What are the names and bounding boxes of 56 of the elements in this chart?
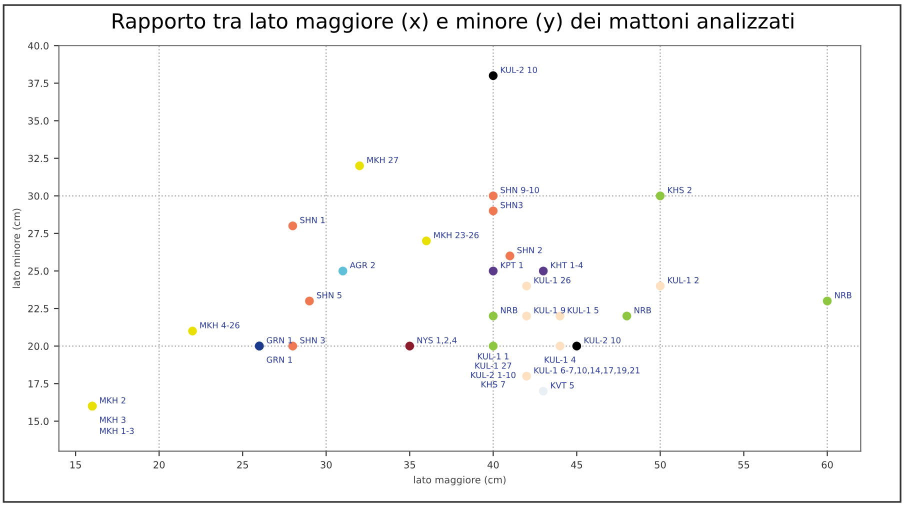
annotation: KUL-2 10: [584, 337, 621, 344]
annotation: SHN 3: [300, 337, 325, 344]
y-tick-label: 25.0: [28, 267, 49, 275]
annotation: KUL-1 4: [544, 356, 576, 363]
annotation: SHN 1: [300, 216, 325, 224]
annotation: MKH 4-26: [200, 322, 240, 328]
x-tick-label: 35: [404, 461, 416, 468]
y-tick-label: 15.0: [28, 418, 49, 426]
x-tick-label: 60: [822, 461, 833, 468]
y-tick-label: 20.0: [28, 342, 49, 350]
annotation: AGR 2: [350, 262, 375, 268]
annotation: NRB: [634, 307, 651, 314]
annotation: KHT 1-4: [551, 262, 583, 268]
y-tick-label: 37.5: [28, 80, 48, 88]
chart-title: Rapporto tra lato maggiore (x) e minore (y) dei mattoni analizzati: [112, 12, 794, 33]
annotation: SHN 2: [517, 246, 542, 254]
x-tick-label: 20: [154, 461, 165, 468]
annotation: KUL-1 1 KUL-1 27 KUL-2 1-10 KHS 7: [471, 353, 516, 388]
annotation: KPT 1: [500, 262, 523, 268]
y-tick-label: 17.5: [28, 380, 48, 388]
annotation: SHN 9-10: [500, 186, 539, 194]
annotation: KUL-1 6-7,10,14,17,19,21: [534, 367, 640, 374]
x-tick-label: 30: [320, 461, 332, 468]
y-tick-label: 32.5: [28, 154, 48, 162]
annotation: NRB: [835, 292, 852, 298]
y-tick-label: 40.0: [28, 42, 49, 50]
y-tick-label: 30.0: [28, 192, 49, 200]
x-tick-label: 40: [487, 461, 499, 468]
annotation: MKH 23-26: [434, 232, 479, 238]
annotation: KUL-1 26: [534, 277, 570, 284]
y-tick-label: 27.5: [28, 230, 48, 238]
annotation: KUL-1 9: [534, 307, 566, 314]
y-tick-label: 22.5: [28, 304, 48, 312]
annotation: SHN 5: [316, 292, 342, 298]
annotation: GRN 1: [266, 337, 292, 344]
x-tick-label: 45: [571, 461, 582, 468]
x-tick-label: 50: [654, 461, 666, 468]
annotation: MKH 27: [367, 156, 398, 164]
annotation: MKH 2: [100, 397, 126, 404]
annotation: MKH 3: [100, 416, 126, 423]
x-tick-label: 55: [738, 461, 750, 468]
annotation: GRN 1: [266, 356, 292, 363]
annotation: KHS 2: [668, 186, 692, 194]
annotation: NRB: [500, 307, 518, 314]
annotation: KUL-2 10: [500, 66, 537, 74]
y-axis-title: lato minore (cm): [12, 208, 22, 288]
x-tick-label: 15: [70, 461, 81, 468]
x-tick-label: 25: [237, 461, 248, 468]
annotation: SHN3: [500, 202, 523, 208]
y-tick-label: 35.0: [28, 117, 49, 125]
annotation: KUL-1 2: [668, 277, 698, 284]
annotation: KVT 5: [551, 382, 574, 388]
annotation: NYS 1,2,4: [417, 337, 457, 344]
annotation: MKH 1-3: [100, 428, 134, 434]
x-axis-title: lato maggiore (cm): [414, 476, 506, 486]
annotation: KUL-1 5: [568, 307, 598, 314]
